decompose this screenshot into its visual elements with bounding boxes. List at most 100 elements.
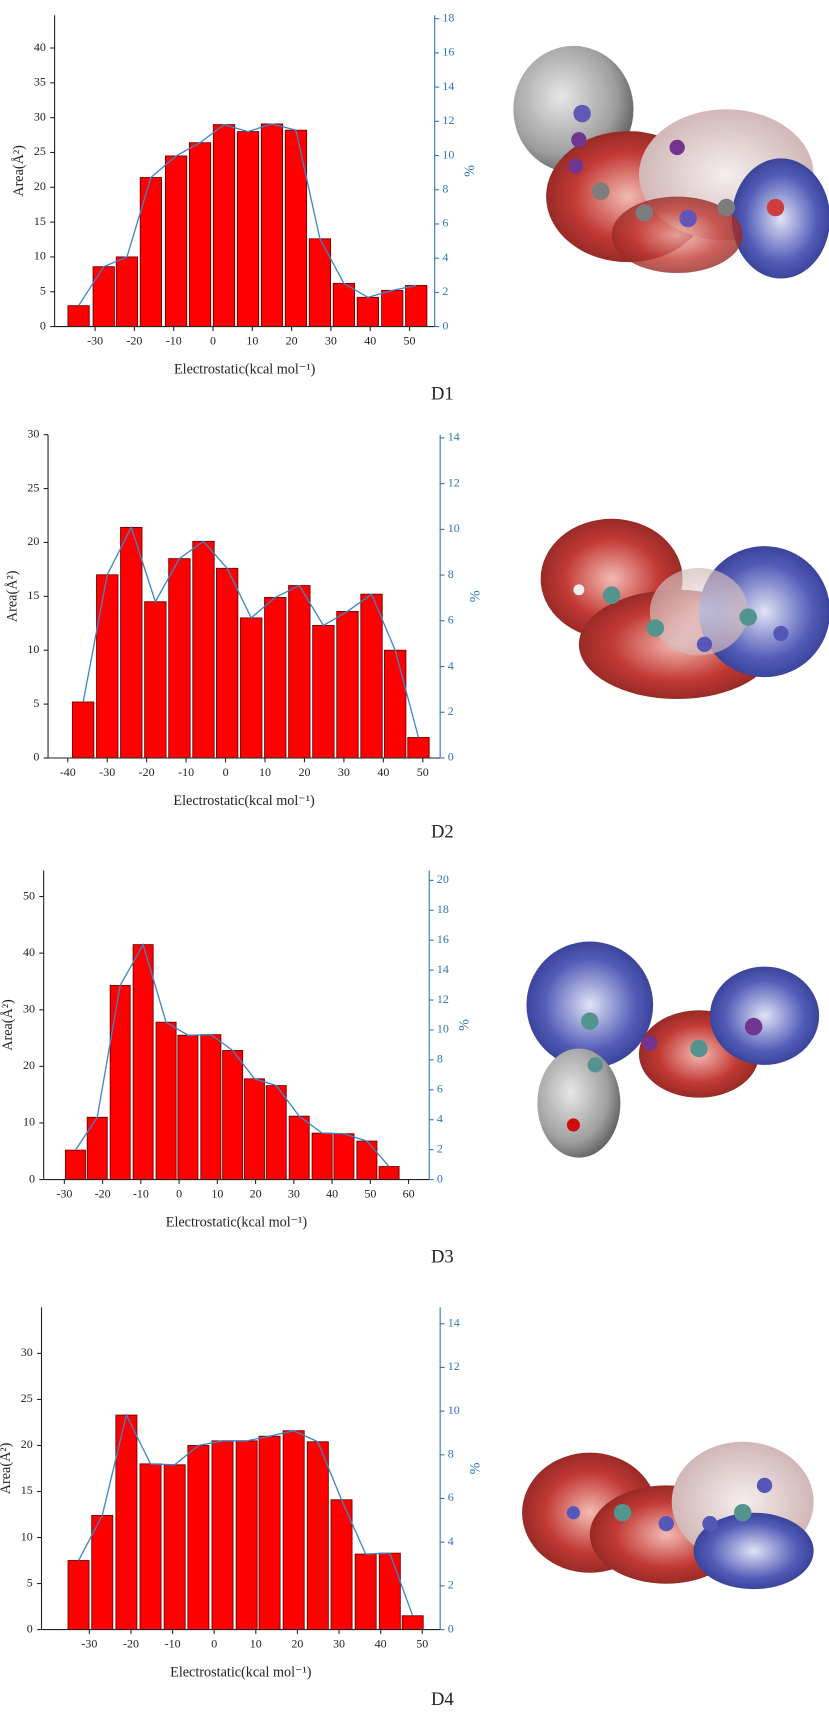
bar bbox=[259, 1436, 280, 1629]
bar bbox=[357, 1141, 377, 1179]
bar bbox=[188, 1445, 209, 1629]
bar bbox=[379, 1553, 400, 1629]
x-tick-label: 30 bbox=[333, 1637, 345, 1651]
y2-tick-label: 2 bbox=[437, 1141, 443, 1155]
molecule-d2 bbox=[541, 519, 829, 699]
bar bbox=[140, 1464, 161, 1630]
bar bbox=[331, 1500, 352, 1630]
x-tick-label: 50 bbox=[416, 1637, 428, 1651]
y2-tick-label: 10 bbox=[448, 1403, 460, 1417]
y2-tick-label: 20 bbox=[437, 872, 449, 886]
bar bbox=[216, 568, 237, 758]
x-tick-label: 0 bbox=[223, 765, 229, 779]
x-tick-label: -20 bbox=[126, 334, 142, 348]
y-tick-label: 0 bbox=[40, 318, 46, 332]
x-tick-label: 20 bbox=[286, 334, 298, 348]
y2-tick-label: 12 bbox=[448, 1359, 460, 1373]
x-tick-label: -10 bbox=[165, 1637, 181, 1651]
x-tick-label: 20 bbox=[298, 765, 310, 779]
y-axis-label: Area(Å²) bbox=[11, 145, 27, 197]
x-tick-label: -40 bbox=[60, 765, 76, 779]
y2-tick-label: 6 bbox=[448, 1490, 454, 1504]
bar bbox=[307, 1442, 328, 1630]
y-tick-label: 30 bbox=[34, 109, 46, 123]
y-axis-label: Area(Å²) bbox=[0, 999, 16, 1051]
bar bbox=[213, 125, 234, 327]
bar bbox=[193, 541, 214, 758]
bar bbox=[110, 985, 130, 1179]
y2-tick-label: 12 bbox=[448, 475, 460, 489]
x-tick-label: 50 bbox=[417, 765, 429, 779]
x-axis-label: Electrostatic(kcal mol⁻¹) bbox=[170, 1665, 312, 1681]
x-tick-label: -10 bbox=[166, 334, 182, 348]
bar bbox=[261, 124, 282, 327]
bar bbox=[116, 257, 137, 327]
x-tick-label: 40 bbox=[364, 334, 376, 348]
y2-tick-label: 0 bbox=[448, 750, 454, 764]
y2-axis-label: % bbox=[457, 1019, 473, 1031]
bar bbox=[266, 1086, 286, 1180]
y2-tick-label: 2 bbox=[448, 704, 454, 718]
y-tick-label: 0 bbox=[33, 750, 39, 764]
x-tick-label: -30 bbox=[56, 1187, 72, 1201]
y-tick-label: 15 bbox=[34, 214, 46, 228]
x-tick-label: 30 bbox=[325, 334, 337, 348]
bar bbox=[236, 1441, 257, 1630]
y2-tick-label: 8 bbox=[448, 1447, 454, 1461]
y-tick-label: 0 bbox=[29, 1171, 35, 1185]
y-tick-label: 10 bbox=[21, 1529, 33, 1543]
y2-tick-label: 6 bbox=[448, 613, 454, 627]
bar bbox=[402, 1616, 423, 1630]
bar bbox=[165, 156, 186, 327]
y2-tick-label: 4 bbox=[442, 250, 448, 264]
bar bbox=[65, 1150, 85, 1179]
bar bbox=[408, 738, 429, 758]
y-axis-label: Area(Å²) bbox=[4, 570, 20, 622]
x-tick-label: -20 bbox=[139, 765, 155, 779]
x-tick-label: 10 bbox=[246, 334, 258, 348]
bar bbox=[68, 306, 89, 327]
x-tick-label: 50 bbox=[364, 1187, 376, 1201]
y-axis-label: Area(Å²) bbox=[0, 1442, 14, 1494]
bar bbox=[337, 611, 358, 758]
y-tick-label: 20 bbox=[23, 1058, 35, 1072]
y-tick-label: 30 bbox=[27, 426, 39, 440]
y2-tick-label: 12 bbox=[437, 992, 449, 1006]
y-tick-label: 5 bbox=[40, 283, 46, 297]
bar bbox=[237, 132, 258, 327]
bar bbox=[283, 1431, 304, 1630]
panel-caption: D3 bbox=[431, 1246, 454, 1267]
y2-tick-label: 12 bbox=[442, 113, 454, 127]
x-tick-label: 20 bbox=[250, 1187, 262, 1201]
bar bbox=[355, 1554, 376, 1629]
bar bbox=[93, 267, 114, 327]
y2-axis-label: % bbox=[467, 590, 483, 602]
y2-tick-label: 8 bbox=[442, 181, 448, 195]
bar bbox=[92, 1515, 113, 1629]
x-axis-label: Electrostatic(kcal mol⁻¹) bbox=[174, 362, 316, 378]
y-tick-label: 10 bbox=[27, 642, 39, 656]
x-tick-label: 50 bbox=[404, 334, 416, 348]
bar bbox=[379, 1167, 399, 1180]
y2-tick-label: 14 bbox=[437, 962, 449, 976]
x-tick-label: 0 bbox=[210, 334, 216, 348]
x-tick-label: 30 bbox=[338, 765, 350, 779]
y-tick-label: 30 bbox=[23, 1001, 35, 1015]
panel-caption: D1 bbox=[431, 384, 454, 405]
x-tick-label: 40 bbox=[326, 1187, 338, 1201]
bar bbox=[313, 625, 334, 758]
bar bbox=[97, 575, 118, 758]
molecule-d3 bbox=[526, 941, 819, 1157]
y2-tick-label: 4 bbox=[448, 1534, 454, 1548]
y2-tick-label: 18 bbox=[442, 10, 454, 24]
figure: -30-20-100102030405005101520253035400246… bbox=[0, 0, 829, 1713]
bar bbox=[406, 285, 427, 326]
y2-tick-label: 4 bbox=[437, 1111, 443, 1125]
bar bbox=[289, 586, 310, 758]
bar bbox=[164, 1465, 185, 1630]
bar bbox=[289, 1116, 309, 1179]
y2-tick-label: 6 bbox=[437, 1082, 443, 1096]
x-tick-label: -10 bbox=[178, 765, 194, 779]
